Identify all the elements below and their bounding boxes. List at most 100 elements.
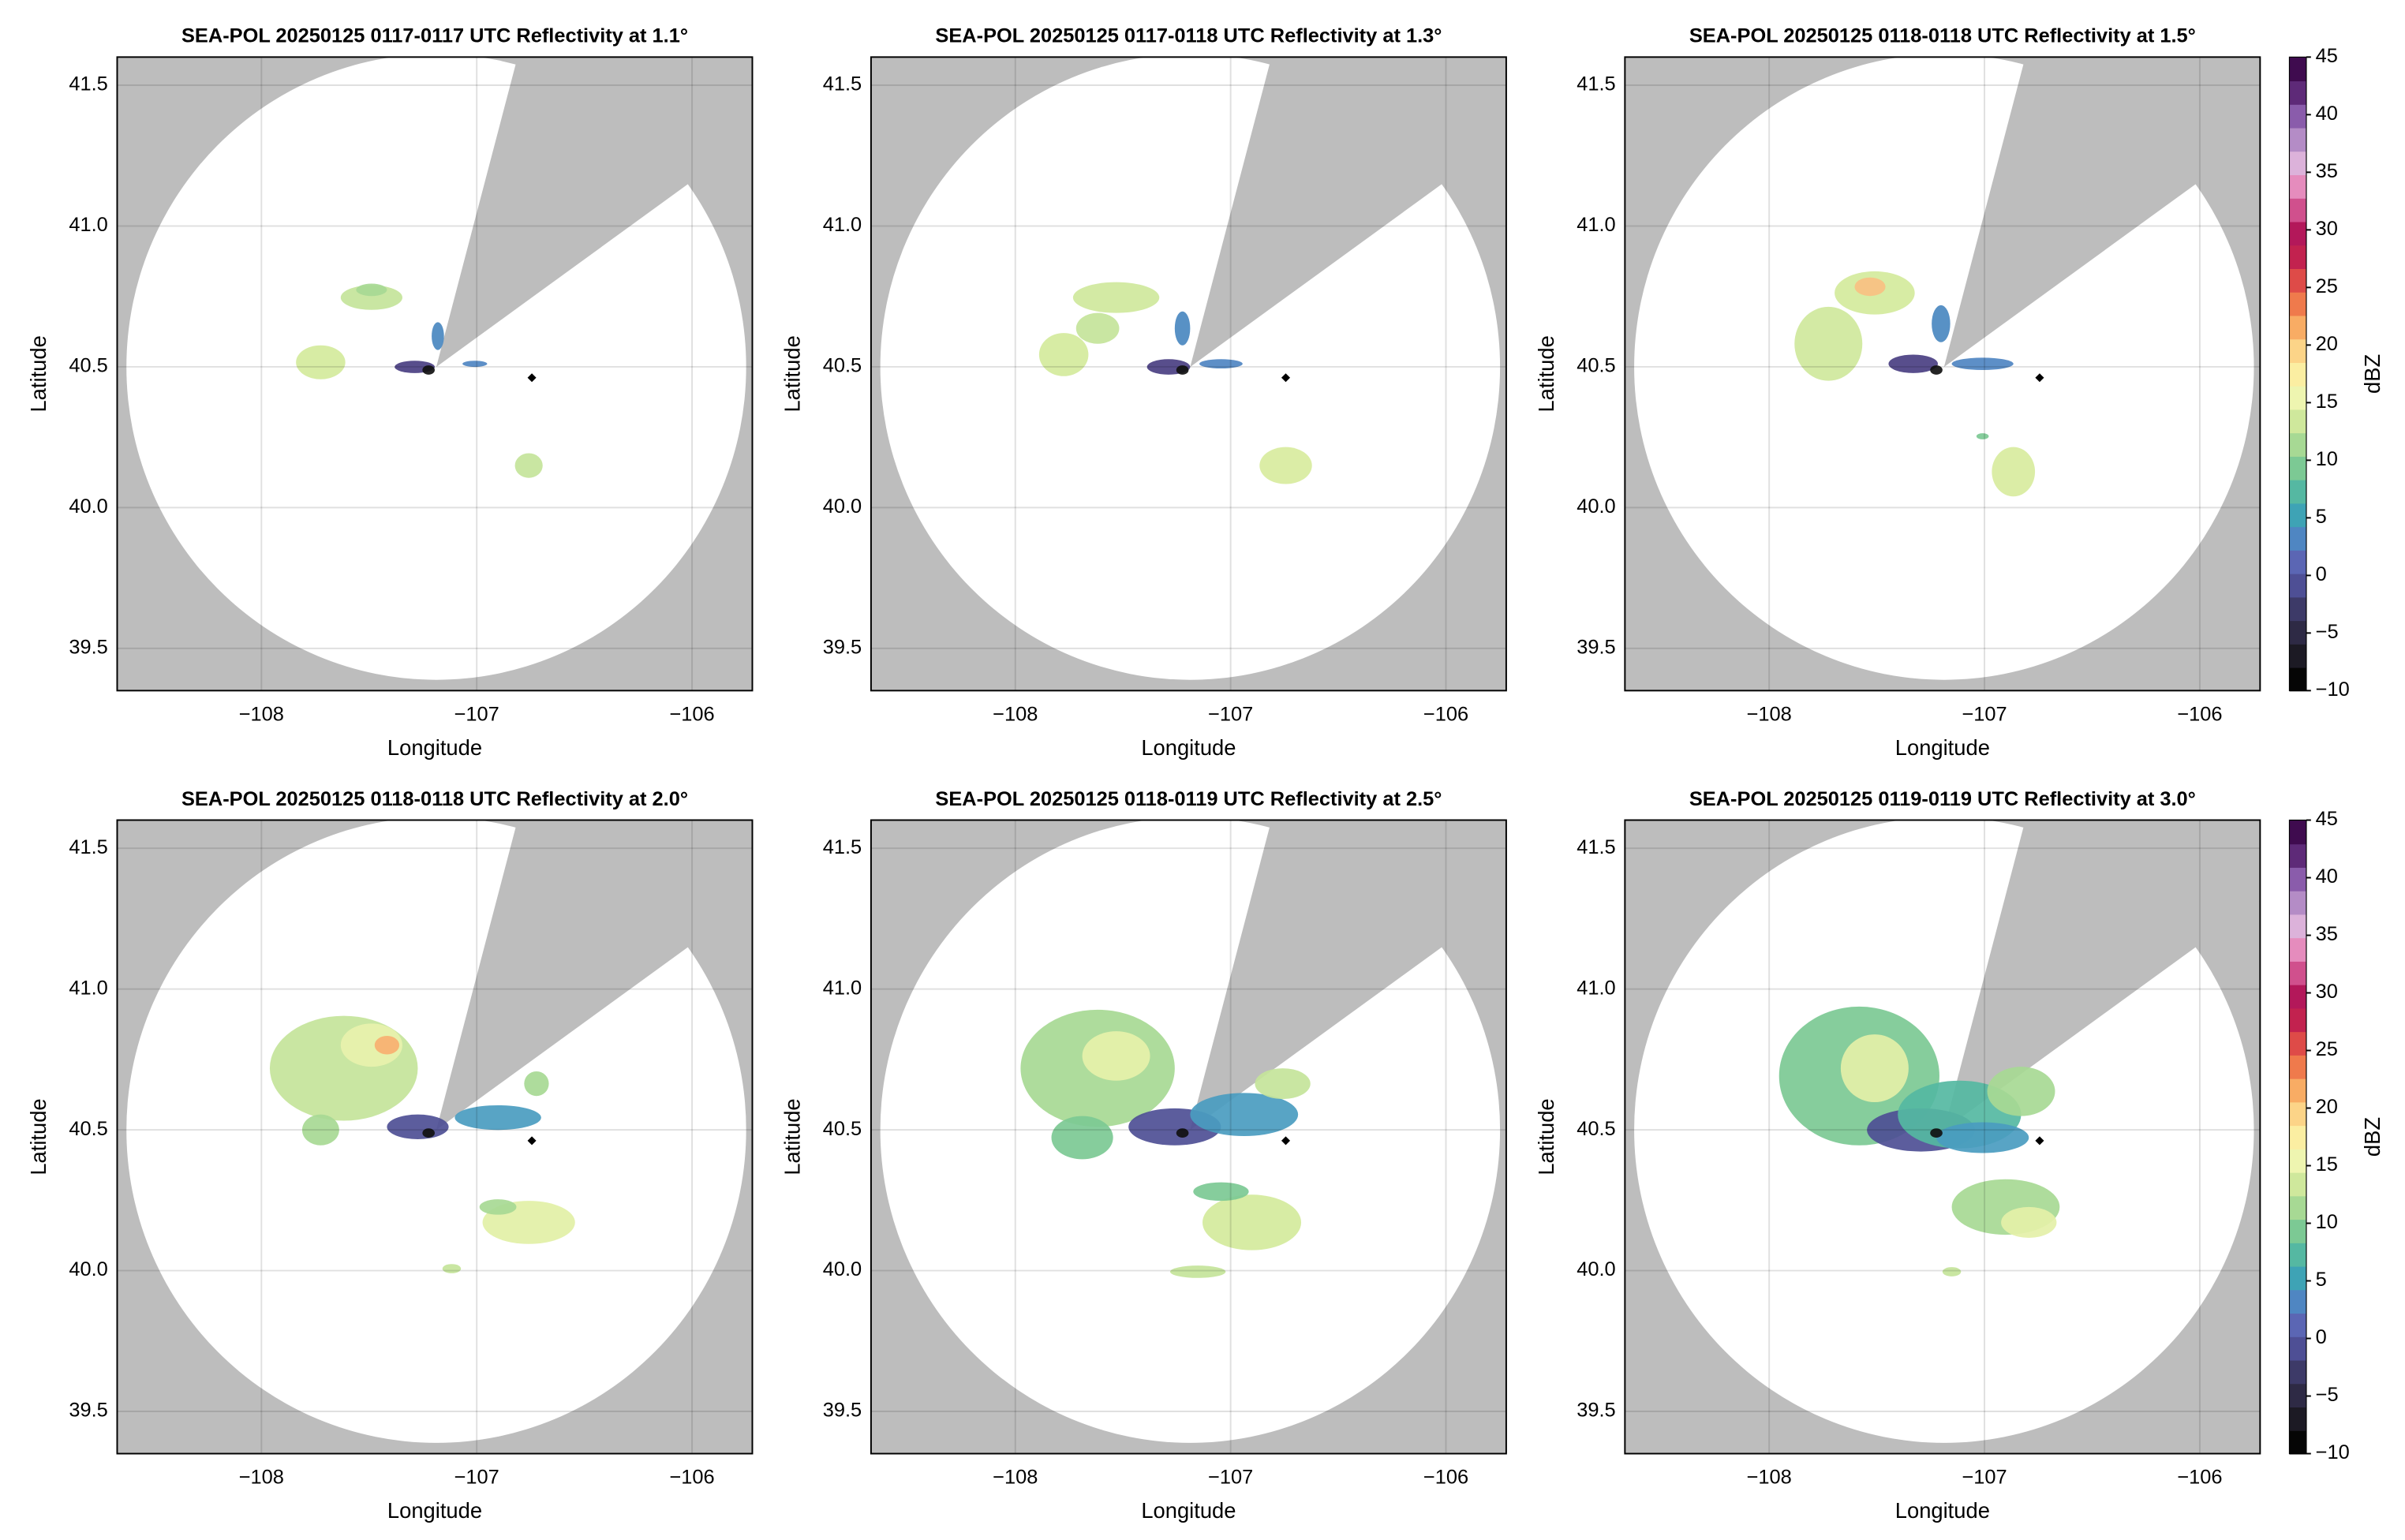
y-tick-label: 40.5 (823, 1118, 862, 1140)
echo (1193, 1182, 1249, 1202)
plot-area (117, 57, 753, 691)
echo (1174, 311, 1191, 346)
colorbar-swatch (2289, 221, 2306, 246)
colorbar-swatch (2289, 1078, 2306, 1103)
colorbar-tick-label: 20 (2316, 1096, 2338, 1118)
colorbar-frame (2288, 56, 2307, 691)
echo (514, 453, 543, 478)
echo (1951, 357, 2014, 370)
colorbar-swatch (2289, 197, 2306, 222)
y-tick-label: 41.0 (823, 214, 862, 236)
echo (432, 322, 444, 350)
echo (422, 1128, 435, 1138)
y-tick-label: 41.5 (69, 73, 107, 95)
colorbar-tick-label: 15 (2316, 391, 2338, 413)
colorbar-swatch (2289, 1031, 2306, 1056)
colorbar-swatch (2289, 174, 2306, 199)
colorbar-tick-label: 0 (2316, 563, 2327, 585)
colorbar-frame (2288, 819, 2307, 1455)
axes-frame (1624, 819, 2261, 1455)
colorbar-swatch (2289, 1289, 2306, 1314)
colorbar-swatch (2289, 937, 2306, 962)
colorbar-swatch (2289, 479, 2306, 504)
colorbar-tick-label: 35 (2316, 923, 2338, 945)
panel: −108 −107 −106 39.5 40.0 40.5 41.0 41.5 SEA-POL … (780, 25, 1507, 760)
colorbar-tick-label: −10 (2316, 1441, 2350, 1463)
x-tick-label: −108 (239, 1466, 284, 1488)
y-tick-label: 39.5 (69, 637, 107, 659)
colorbar-swatch (2289, 526, 2306, 551)
y-tick-label: 39.5 (69, 1400, 107, 1422)
chart-title: SEA-POL 20250125 0118-0118 UTC Reflectiv… (181, 788, 688, 810)
chart-title: SEA-POL 20250125 0118-0119 UTC Reflectiv… (935, 788, 1442, 810)
y-tick-label: 40.0 (823, 495, 862, 518)
colorbar-swatch (2289, 573, 2306, 598)
echo (1176, 365, 1189, 375)
x-tick-label: −106 (669, 703, 714, 725)
colorbar-tick-label: 45 (2316, 45, 2338, 67)
colorbar-tick-label: 25 (2316, 275, 2338, 297)
y-tick-label: 40.5 (1577, 355, 1615, 377)
colorbar-swatch (2289, 1172, 2306, 1197)
colorbar-swatch (2289, 1195, 2306, 1220)
colorbar-swatch (2289, 1359, 2306, 1385)
x-axis-label: Longitude (387, 1498, 482, 1523)
echo (524, 1071, 549, 1097)
x-tick-label: −108 (1747, 703, 1792, 725)
colorbar-swatch (2289, 1054, 2306, 1079)
y-tick-label: 40.0 (1577, 1258, 1615, 1280)
blocked-sector (1943, 820, 2261, 1131)
colorbar-tick-label: 10 (2316, 1211, 2338, 1233)
x-tick-label: −108 (993, 703, 1038, 725)
colorbar-swatch (2289, 866, 2306, 891)
x-tick-label: −106 (669, 1466, 714, 1488)
colorbar-tick-label: −5 (2316, 621, 2339, 643)
axes-frame (870, 56, 1507, 692)
colorbar-tick-label: 0 (2316, 1326, 2327, 1348)
x-axis-label: Longitude (1141, 735, 1236, 760)
x-tick-label: −106 (1423, 1466, 1468, 1488)
chart-title: SEA-POL 20250125 0117-0117 UTC Reflectiv… (181, 25, 688, 47)
echo (1199, 359, 1243, 369)
blocked-sector (1943, 57, 2261, 368)
colorbar-swatch (2289, 843, 2306, 868)
echo (296, 345, 346, 379)
colorbar-swatch (2289, 1383, 2306, 1408)
echo (462, 361, 488, 368)
chart-title: SEA-POL 20250125 0118-0118 UTC Reflectiv… (1689, 25, 2196, 47)
y-tick-label: 39.5 (1577, 637, 1615, 659)
echo (387, 1114, 449, 1139)
colorbar-swatch (2289, 385, 2306, 410)
colorbar-swatch (2289, 57, 2306, 82)
blocked-sector (1190, 820, 1506, 1131)
echo (356, 283, 387, 297)
echo (1987, 1067, 2055, 1116)
y-tick-label: 40.0 (69, 495, 107, 518)
colorbar-tick-label: 20 (2316, 333, 2338, 355)
panel: −108 −107 −106 39.5 40.0 40.5 41.0 41.5 SEA-POL … (780, 788, 1507, 1523)
x-tick-label: −107 (1962, 1466, 2007, 1488)
echo (1930, 1128, 1943, 1138)
colorbar-swatch (2289, 432, 2306, 457)
echo (340, 285, 402, 310)
colorbar-swatch (2289, 1407, 2306, 1431)
blocked-sector (436, 820, 753, 1131)
echo (1794, 306, 1863, 381)
echo (479, 1199, 517, 1215)
colorbar-swatch (2289, 338, 2306, 363)
echo (2001, 1206, 2057, 1238)
echo (1936, 1122, 2029, 1153)
colorbar-swatch (2289, 620, 2306, 645)
plot-area (1625, 57, 2261, 691)
colorbar-swatch (2289, 984, 2306, 1009)
site-marker (2035, 373, 2044, 383)
colorbar-swatch (2289, 596, 2306, 622)
colorbar-swatch (2289, 1242, 2306, 1267)
echo (1051, 1116, 1113, 1160)
y-tick-label: 40.0 (823, 1258, 862, 1280)
echo (1075, 312, 1120, 344)
echo (1176, 1128, 1189, 1138)
panel: −108 −107 −106 39.5 40.0 40.5 41.0 41.5 SEA-POL … (1534, 788, 2384, 1523)
colorbar-tick-label: −10 (2316, 678, 2350, 701)
axes-frame (116, 819, 754, 1455)
